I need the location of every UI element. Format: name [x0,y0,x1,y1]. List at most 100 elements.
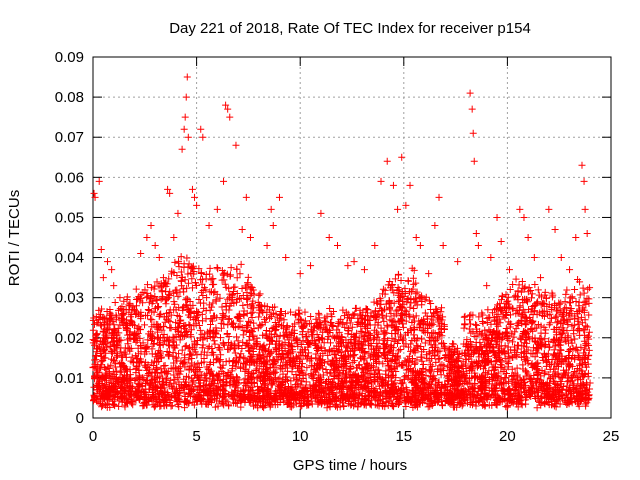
data-point [180,322,188,330]
data-point [137,315,145,323]
data-point [182,342,190,350]
data-point [437,371,445,379]
data-point [561,298,569,306]
data-point [515,388,523,396]
data-point [425,336,433,344]
data-point [457,361,465,369]
data-point [574,398,582,406]
data-point [500,347,508,355]
data-point [382,329,390,337]
data-point [531,353,539,361]
data-point [295,352,303,360]
y-tick-label: 0.05 [55,209,84,226]
data-point [523,343,531,351]
data-point [566,299,574,307]
data-point [148,345,156,353]
data-point [222,396,230,404]
data-point [198,310,206,318]
data-point [435,322,443,330]
data-point [375,373,383,381]
data-point [357,322,365,330]
data-points [89,73,594,412]
data-point [418,326,426,334]
data-point [429,386,437,394]
data-point [235,342,243,350]
data-point [524,327,532,335]
data-point [195,265,203,273]
data-point [420,318,428,326]
data-point [513,364,521,372]
data-point [173,398,181,406]
data-point [410,305,418,313]
data-point [406,303,414,311]
data-point [90,341,98,349]
data-point [355,373,363,381]
data-point [528,290,536,298]
data-point [359,345,367,353]
data-point [147,315,155,323]
data-point [239,354,247,362]
data-point [345,314,353,322]
data-point [302,371,310,379]
data-point [227,264,235,272]
data-point [188,359,196,367]
data-point [343,372,351,380]
data-point [554,369,562,377]
data-point [243,289,251,297]
data-point [323,326,331,334]
data-point [160,323,168,331]
data-point [281,310,289,318]
data-point [271,303,279,311]
x-tick-label: 25 [603,428,620,445]
data-point [162,395,170,403]
data-point [258,307,266,315]
data-point [222,283,230,291]
data-point [307,313,315,321]
data-point [402,358,410,366]
data-point [195,321,203,329]
data-point [165,342,173,350]
data-point [179,332,187,340]
data-point [404,394,412,402]
data-point [430,372,438,380]
data-point [244,279,252,287]
data-point [176,336,184,344]
data-point [440,345,448,353]
data-point [575,352,583,360]
data-point [580,326,588,334]
data-point [386,277,394,285]
data-point [196,299,204,307]
data-point [246,356,254,364]
data-point [290,334,298,342]
data-point [458,365,466,373]
data-point [347,335,355,343]
data-point [521,389,529,397]
data-point [127,399,135,407]
data-point [352,393,360,401]
data-point [478,386,486,394]
data-point [381,344,389,352]
data-point [163,296,171,304]
data-point [177,253,185,261]
data-point [354,403,362,411]
data-point [230,340,238,348]
data-point [190,401,198,409]
data-point [482,354,490,362]
data-point [298,390,306,398]
data-point [248,300,256,308]
data-point [263,373,271,381]
data-point [243,295,251,303]
data-point [338,361,346,369]
data-point [268,381,276,389]
y-tick-label: 0.02 [55,330,84,347]
data-point [586,385,594,393]
data-point [409,274,417,282]
y-tick-label: 0.07 [55,129,84,146]
data-point [191,361,199,369]
data-point [543,358,551,366]
data-point [514,287,522,295]
data-point [282,331,290,339]
data-point [298,331,306,339]
data-point [234,337,242,345]
data-point [232,400,240,408]
